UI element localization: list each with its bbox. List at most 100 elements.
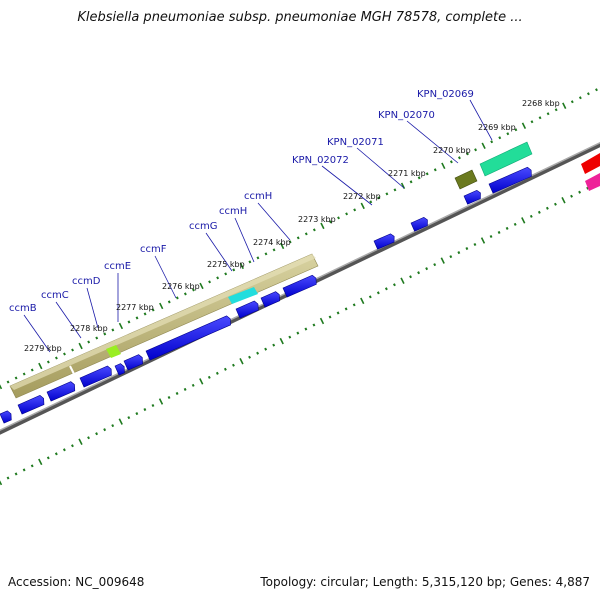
outer-minor-tick xyxy=(296,236,300,240)
highlight-olive-gene[interactable] xyxy=(454,169,478,190)
gene-label-ccme[interactable]: ccmE xyxy=(104,261,131,272)
offscreen-red-gene[interactable] xyxy=(581,153,600,174)
gene-label-ccmh-1[interactable]: ccmH xyxy=(244,191,272,202)
kbp-label-2272: 2272 kbp xyxy=(343,192,381,201)
outer-minor-tick xyxy=(71,348,74,352)
highlight-teal-gene[interactable] xyxy=(479,141,533,177)
gene-arrow-ccmh-1[interactable] xyxy=(260,291,280,308)
gene-label-ccmc[interactable]: ccmC xyxy=(41,290,69,301)
gene-label-kpn-02069[interactable]: KPN_02069 xyxy=(417,89,474,100)
accession-text: Accession: NC_009648 xyxy=(8,575,145,589)
inner-minor-tick xyxy=(288,335,292,339)
inner-minor-tick xyxy=(586,186,590,190)
leader-line xyxy=(356,147,405,189)
outer-minor-tick xyxy=(425,172,429,176)
gene-label-ccmh-2[interactable]: ccmH xyxy=(219,206,247,217)
gene-arrow-kpn-02072[interactable] xyxy=(373,233,395,250)
leader-line xyxy=(55,301,82,339)
outer-major-tick xyxy=(521,122,527,129)
inner-major-tick xyxy=(279,337,284,345)
outer-minor-tick xyxy=(6,380,10,384)
outer-minor-tick xyxy=(337,216,340,220)
gene-label-kpn-02071[interactable]: KPN_02071 xyxy=(327,137,384,148)
gene-arrow-ccmf-part[interactable] xyxy=(123,354,143,371)
gene-arrow-ccmh-2[interactable] xyxy=(282,274,317,298)
gene-arrow-ccmc[interactable] xyxy=(46,381,76,402)
highlight-cyan-segment[interactable] xyxy=(228,287,258,304)
outer-minor-tick xyxy=(490,140,494,144)
leader-line xyxy=(154,255,177,299)
outer-minor-tick xyxy=(474,148,478,152)
outer-minor-tick xyxy=(175,296,179,300)
inner-major-tick xyxy=(118,418,123,425)
inner-minor-tick xyxy=(352,303,356,307)
ccm-operon-bar[interactable] xyxy=(9,253,319,399)
outer-minor-tick xyxy=(417,176,421,180)
outer-minor-tick xyxy=(304,232,308,236)
outer-major-tick xyxy=(159,302,164,310)
outer-major-tick xyxy=(279,242,285,250)
map-title: Klebsiella pneumoniae subsp. pneumoniae … xyxy=(77,10,523,25)
outer-minor-tick xyxy=(183,292,187,296)
gene-arrow-ccmf[interactable] xyxy=(145,315,231,361)
kbp-label-2278: 2278 kbp xyxy=(70,324,108,333)
inner-minor-tick xyxy=(135,412,139,416)
inner-minor-tick xyxy=(457,251,461,255)
inner-minor-tick xyxy=(465,247,469,251)
kbp-label-2273: 2273 kbp xyxy=(298,215,336,224)
kbp-label-2271: 2271 kbp xyxy=(388,169,426,178)
gene-arrows[interactable] xyxy=(0,166,532,424)
gene-arrow-kpn-02070[interactable] xyxy=(463,190,481,205)
inner-minor-tick xyxy=(513,222,517,226)
outer-minor-tick xyxy=(264,252,268,256)
inner-minor-tick xyxy=(344,307,348,311)
inner-minor-tick xyxy=(272,343,276,347)
gene-arrow-left-edge[interactable] xyxy=(0,410,12,424)
gene-arrow-ccme[interactable] xyxy=(114,363,125,376)
gene-label-ccmb[interactable]: ccmB xyxy=(9,303,37,314)
gene-label-kpn-02070[interactable]: KPN_02070 xyxy=(378,110,435,121)
inner-minor-tick xyxy=(127,416,131,420)
inner-major-tick xyxy=(480,237,486,244)
inner-minor-tick xyxy=(223,367,227,371)
gene-arrow-ccmb[interactable] xyxy=(17,395,45,415)
topology-text: Topology: circular; Length: 5,315,120 bp… xyxy=(260,575,590,589)
outer-minor-tick xyxy=(216,276,220,280)
outer-minor-tick xyxy=(586,92,590,96)
highlight-lime-segment[interactable] xyxy=(106,345,121,358)
gene-arrow-ccmd[interactable] xyxy=(79,365,112,388)
gene-arrow-kpn-02069[interactable] xyxy=(488,166,532,194)
inner-minor-tick xyxy=(248,355,251,359)
offscreen-pink-gene[interactable] xyxy=(585,173,600,191)
inner-major-tick xyxy=(440,257,445,264)
gene-label-ccmd[interactable]: ccmD xyxy=(72,276,101,287)
inner-minor-tick xyxy=(215,371,219,375)
inner-minor-tick xyxy=(529,214,533,218)
gene-label-ccmg[interactable]: ccmG xyxy=(189,221,218,232)
inner-minor-tick xyxy=(207,375,211,379)
outer-minor-tick xyxy=(433,168,437,172)
outer-minor-tick xyxy=(127,320,131,324)
inner-major-tick xyxy=(561,197,566,204)
outer-major-tick xyxy=(360,202,365,210)
inner-minor-tick xyxy=(22,468,26,472)
outer-minor-tick xyxy=(135,316,139,320)
inner-minor-tick xyxy=(175,391,179,395)
inner-minor-tick xyxy=(46,456,50,460)
outer-minor-tick xyxy=(151,308,155,312)
outer-minor-tick xyxy=(232,268,236,272)
inner-minor-tick xyxy=(54,452,58,456)
gene-label-ccmf[interactable]: ccmF xyxy=(140,244,167,255)
inner-minor-tick xyxy=(393,283,396,287)
leader-line xyxy=(86,287,99,329)
gene-arrow-ccmg[interactable] xyxy=(235,300,259,319)
gene-arrow-kpn-02071[interactable] xyxy=(410,217,428,232)
outer-minor-tick xyxy=(514,128,518,132)
outer-minor-tick xyxy=(570,100,574,104)
leader-line xyxy=(234,217,255,263)
gene-label-kpn-02072[interactable]: KPN_02072 xyxy=(292,155,349,166)
inner-minor-tick xyxy=(489,234,493,239)
inner-minor-tick xyxy=(14,472,18,476)
inner-minor-tick xyxy=(473,243,477,247)
